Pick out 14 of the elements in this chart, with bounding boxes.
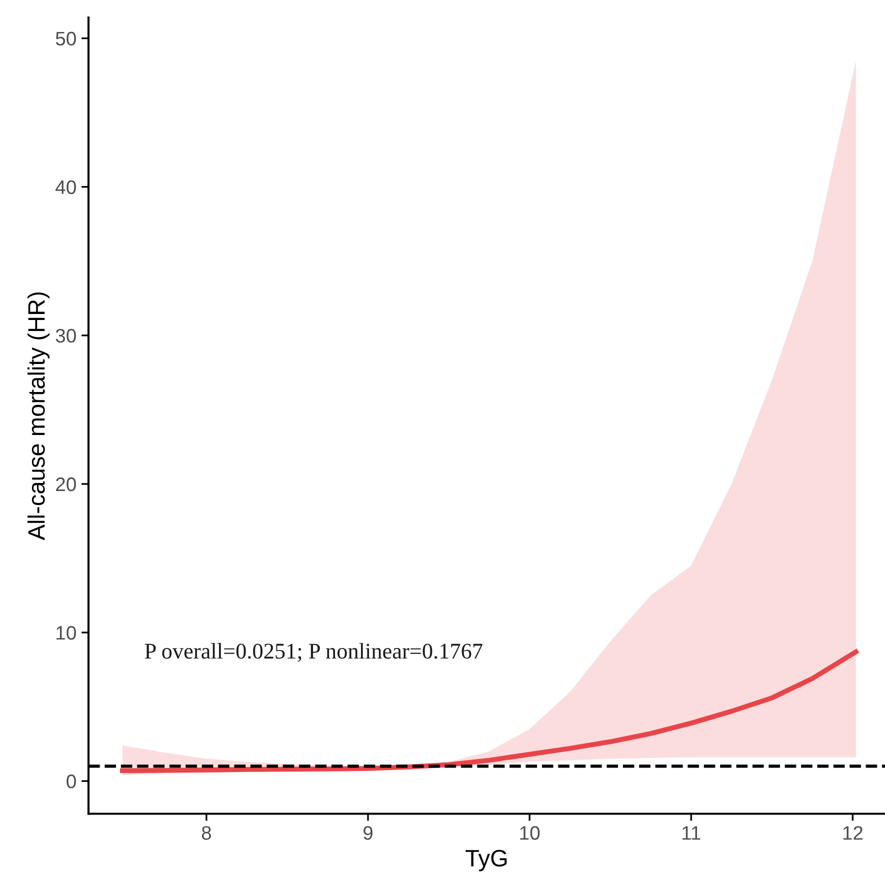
y-tick-label: 0 — [66, 774, 76, 788]
y-tick-label: 10 — [56, 626, 76, 640]
y-tick-label: 20 — [56, 477, 76, 492]
y-tick-label: 40 — [56, 180, 76, 194]
x-tick-label: 8 — [202, 826, 211, 840]
y-tick-label: 50 — [56, 32, 76, 46]
x-axis-title: TyG — [466, 850, 507, 872]
y-axis-title: All-cause mortality (HR) — [28, 292, 50, 540]
annotation: P overall=0.0251; P nonlinear=0.1767 — [144, 643, 482, 662]
x-tick-label: 9 — [364, 826, 372, 840]
x-tick-label: 12 — [843, 826, 863, 840]
x-tick-label: 11 — [682, 826, 700, 840]
y-tick-label: 30 — [56, 328, 76, 343]
x-tick-label: 10 — [520, 826, 540, 840]
